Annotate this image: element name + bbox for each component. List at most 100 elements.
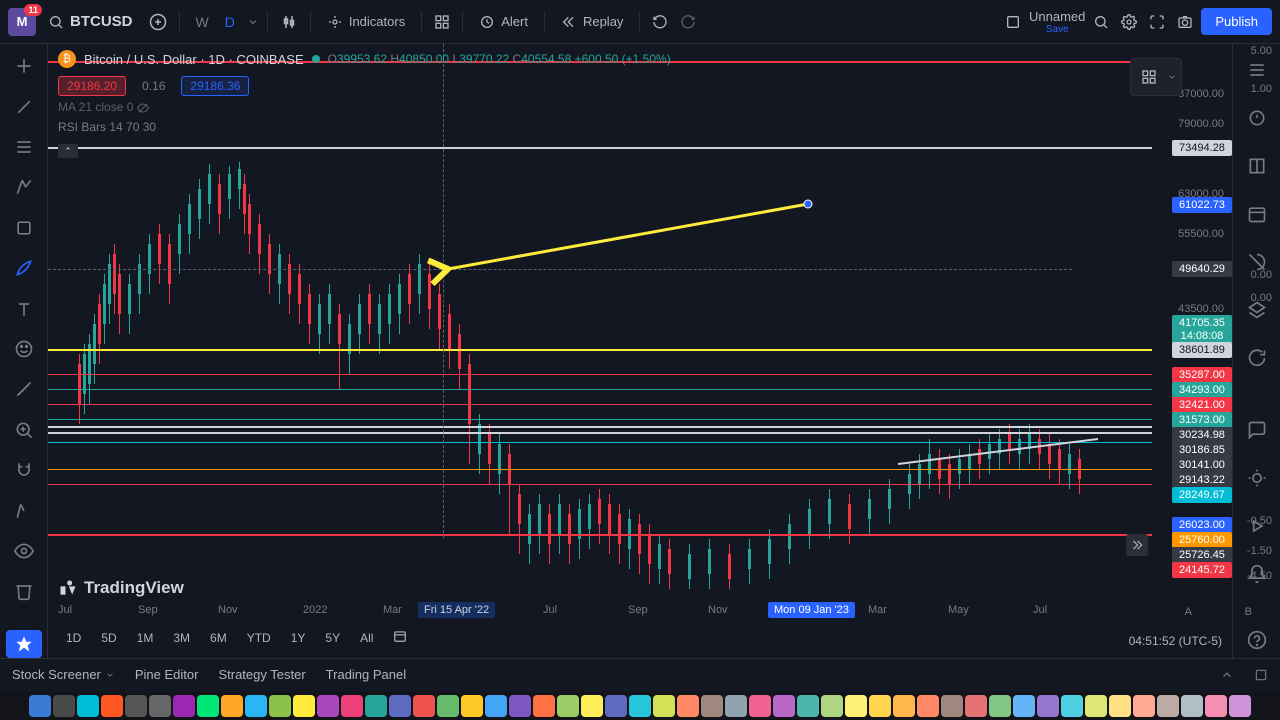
dock-app-13[interactable] xyxy=(341,695,363,717)
dock-app-7[interactable] xyxy=(197,695,219,717)
dock-app-2[interactable] xyxy=(77,695,99,717)
bottom-tab-2[interactable]: Strategy Tester xyxy=(218,667,305,682)
dock-app-38[interactable] xyxy=(941,695,963,717)
measure-tool[interactable] xyxy=(6,375,42,403)
dock-app-36[interactable] xyxy=(893,695,915,717)
dock-app-3[interactable] xyxy=(101,695,123,717)
drawing-grid-icon[interactable] xyxy=(1135,63,1163,91)
range-5Y[interactable]: 5Y xyxy=(317,627,348,649)
dock-app-44[interactable] xyxy=(1085,695,1107,717)
dock-app-32[interactable] xyxy=(797,695,819,717)
dock-app-37[interactable] xyxy=(917,695,939,717)
dock-app-17[interactable] xyxy=(437,695,459,717)
horizontal-line[interactable] xyxy=(48,484,1152,485)
range-1D[interactable]: 1D xyxy=(58,627,89,649)
horizontal-line[interactable] xyxy=(48,426,1152,428)
brush-tool[interactable] xyxy=(6,254,42,282)
dock-app-40[interactable] xyxy=(989,695,1011,717)
dock-app-31[interactable] xyxy=(773,695,795,717)
dock-app-1[interactable] xyxy=(53,695,75,717)
dock-app-15[interactable] xyxy=(389,695,411,717)
dock-app-47[interactable] xyxy=(1157,695,1179,717)
dock-app-21[interactable] xyxy=(533,695,555,717)
zoom-tool[interactable] xyxy=(6,416,42,444)
cursor-tool[interactable] xyxy=(6,52,42,80)
lock-tool[interactable] xyxy=(6,496,42,524)
dock-app-8[interactable] xyxy=(221,695,243,717)
horizontal-line[interactable] xyxy=(48,419,1152,420)
dock-app-11[interactable] xyxy=(293,695,315,717)
dock-app-24[interactable] xyxy=(605,695,627,717)
alert-button[interactable]: Alert xyxy=(471,10,536,34)
horizontal-line[interactable] xyxy=(48,469,1152,470)
dock-app-19[interactable] xyxy=(485,695,507,717)
horizontal-line[interactable] xyxy=(48,534,1152,536)
search-layouts-button[interactable] xyxy=(1089,10,1113,34)
fullscreen-button[interactable] xyxy=(1145,10,1169,34)
dock-app-23[interactable] xyxy=(581,695,603,717)
dock-app-39[interactable] xyxy=(965,695,987,717)
bottom-tab-3[interactable]: Trading Panel xyxy=(326,667,406,682)
magnet-tool[interactable] xyxy=(6,456,42,484)
dock-app-5[interactable] xyxy=(149,695,171,717)
redo-button[interactable] xyxy=(676,10,700,34)
dock-app-35[interactable] xyxy=(869,695,891,717)
trash-tool[interactable] xyxy=(6,577,42,605)
dock-app-12[interactable] xyxy=(317,695,339,717)
interval-W[interactable]: W xyxy=(188,10,217,34)
dock-app-34[interactable] xyxy=(845,695,867,717)
dock-app-46[interactable] xyxy=(1133,695,1155,717)
dock-app-50[interactable] xyxy=(1229,695,1251,717)
dock-app-30[interactable] xyxy=(749,695,771,717)
range-All[interactable]: All xyxy=(352,627,381,649)
calendar-icon[interactable] xyxy=(385,625,415,650)
horizontal-line[interactable] xyxy=(48,389,1152,390)
horizontal-line[interactable] xyxy=(48,432,1152,434)
horizontal-line[interactable] xyxy=(48,374,1152,375)
range-1M[interactable]: 1M xyxy=(129,627,162,649)
dock-app-0[interactable] xyxy=(29,695,51,717)
dock-app-20[interactable] xyxy=(509,695,531,717)
settings-button[interactable] xyxy=(1117,10,1141,34)
price-axis[interactable]: 87000.0079000.0073494.2863000.0061022.73… xyxy=(1152,44,1232,598)
dock-app-6[interactable] xyxy=(173,695,195,717)
expand-chevron[interactable]: ⌃ xyxy=(58,144,78,158)
dock-app-16[interactable] xyxy=(413,695,435,717)
horizontal-line[interactable] xyxy=(48,404,1152,405)
add-symbol-button[interactable] xyxy=(145,9,171,35)
shapes-tool[interactable] xyxy=(6,214,42,242)
dock-app-22[interactable] xyxy=(557,695,579,717)
text-tool[interactable] xyxy=(6,294,42,322)
publish-button[interactable]: Publish xyxy=(1201,8,1272,35)
indicators-button[interactable]: Indicators xyxy=(319,10,413,34)
chart-canvas[interactable] xyxy=(48,44,1152,598)
favorite-tool[interactable] xyxy=(6,630,42,658)
fib-tool[interactable] xyxy=(6,133,42,161)
range-5D[interactable]: 5D xyxy=(93,627,124,649)
dock-app-10[interactable] xyxy=(269,695,291,717)
dock-app-25[interactable] xyxy=(629,695,651,717)
dock-app-33[interactable] xyxy=(821,695,843,717)
emoji-tool[interactable] xyxy=(6,335,42,363)
candle-type-button[interactable] xyxy=(276,9,302,35)
chevron-down-icon[interactable] xyxy=(247,16,259,28)
dock-app-43[interactable] xyxy=(1061,695,1083,717)
dock-app-27[interactable] xyxy=(677,695,699,717)
interval-D[interactable]: D xyxy=(217,10,243,34)
collapse-icon[interactable] xyxy=(1220,668,1234,682)
range-6M[interactable]: 6M xyxy=(202,627,235,649)
dock-app-48[interactable] xyxy=(1181,695,1203,717)
undo-button[interactable] xyxy=(648,10,672,34)
user-avatar[interactable]: M 11 xyxy=(8,8,36,36)
dock-app-29[interactable] xyxy=(725,695,747,717)
dock-app-18[interactable] xyxy=(461,695,483,717)
chevron-down-icon[interactable] xyxy=(1167,72,1177,82)
range-YTD[interactable]: YTD xyxy=(239,627,279,649)
dock-app-9[interactable] xyxy=(245,695,267,717)
eye-tool[interactable] xyxy=(6,537,42,565)
dock-app-49[interactable] xyxy=(1205,695,1227,717)
dock-app-41[interactable] xyxy=(1013,695,1035,717)
dock-app-26[interactable] xyxy=(653,695,675,717)
maximize-icon[interactable] xyxy=(1254,668,1268,682)
range-1Y[interactable]: 1Y xyxy=(283,627,314,649)
